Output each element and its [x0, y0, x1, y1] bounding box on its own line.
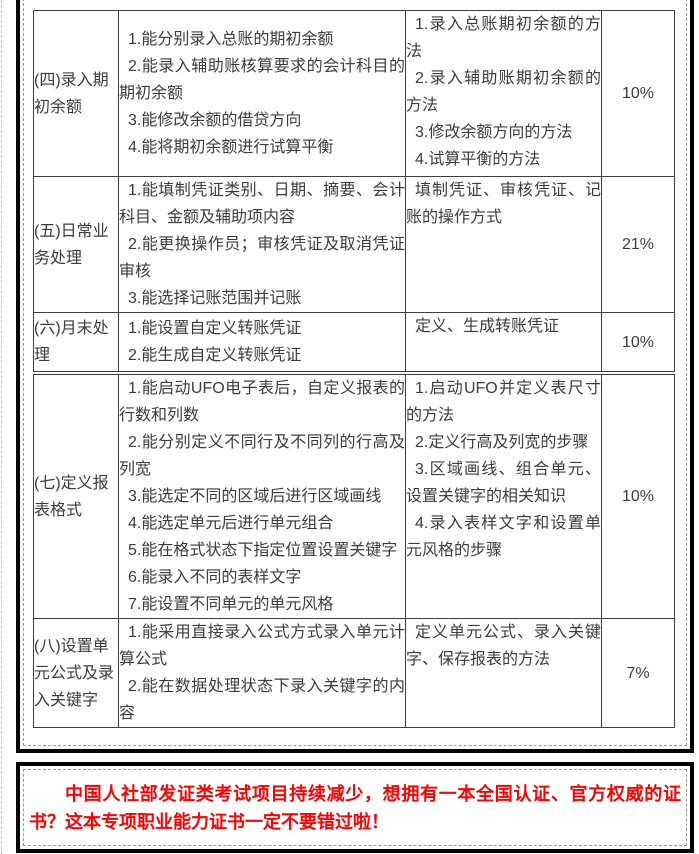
- page-edge-dashed-line: [1, 0, 2, 854]
- knowledge-cell: 定义、生成转账凭证: [405, 312, 602, 372]
- category-cell: (四)录入期初余额: [33, 10, 119, 177]
- knowledge-item: 定义单元公式、录入关键字、保存报表的方法: [406, 624, 601, 668]
- skill-item: 1.能填制凭证类别、日期、摘要、会计科目、金额及辅助项内容: [119, 182, 405, 226]
- skill-item: 7.能设置不同单元的单元风格: [128, 596, 334, 613]
- skill-item: 2.能录入辅助账核算要求的会计科目的期初余额: [119, 58, 405, 102]
- knowledge-cell: 定义单元公式、录入关键字、保存报表的方法: [405, 618, 602, 728]
- knowledge-item: 1.录入总账期初余额的方法: [406, 16, 601, 60]
- weight-cell: 10%: [601, 312, 675, 372]
- table-row: (五)日常业务处理 1.能填制凭证类别、日期、摘要、会计科目、金额及辅助项内容 2.…: [33, 176, 675, 313]
- skill-item: 1.能启动UFO电子表后，自定义报表的行数和列数: [119, 380, 405, 424]
- skill-item: 5.能在格式状态下指定位置设置关键字: [128, 542, 398, 559]
- syllabus-table-1-body: (四)录入期初余额 1.能分别录入总账的期初余额 2.能录入辅助账核算要求的会计科目…: [33, 10, 675, 372]
- table-row: (四)录入期初余额 1.能分别录入总账的期初余额 2.能录入辅助账核算要求的会计科目…: [33, 10, 675, 177]
- knowledge-item: 3.修改余额方向的方法: [415, 124, 573, 141]
- knowledge-item: 定义、生成转账凭证: [415, 318, 560, 335]
- category-label: (四)录入期初余额: [34, 71, 109, 116]
- category-label: (六)月末处理: [34, 320, 109, 364]
- knowledge-item: 1.启动UFO并定义表尺寸的方法: [406, 380, 601, 424]
- skills-cell: 1.能分别录入总账的期初余额 2.能录入辅助账核算要求的会计科目的期初余额 3.能修…: [118, 10, 406, 177]
- skills-cell: 1.能填制凭证类别、日期、摘要、会计科目、金额及辅助项内容 2.能更换操作员；审核…: [118, 176, 406, 313]
- skills-cell: 1.能启动UFO电子表后，自定义报表的行数和列数 2.能分别定义不同行及不同列的行…: [118, 374, 406, 619]
- knowledge-item: 填制凭证、审核凭证、记账的操作方式: [406, 182, 601, 226]
- skills-cell: 1.能设置自定义转账凭证 2.能生成自定义转账凭证: [118, 312, 406, 372]
- skills-cell: 1.能采用直接录入公式方式录入单元计算公式 2.能在数据处理状态下录入关键字的内容: [118, 618, 406, 728]
- skill-item: 4.能将期初余额进行试算平衡: [128, 139, 334, 156]
- category-cell: (五)日常业务处理: [33, 176, 119, 313]
- table-row: (七)定义报表格式 1.能启动UFO电子表后，自定义报表的行数和列数 2.能分别定义…: [33, 374, 675, 619]
- category-cell: (六)月末处理: [33, 312, 119, 372]
- knowledge-cell: 1.录入总账期初余额的方法 2.录入辅助账期初余额的方法 3.修改余额方向的方法 4.…: [405, 10, 602, 177]
- skill-item: 6.能录入不同的表样文字: [128, 569, 302, 586]
- tables-frame: (四)录入期初余额 1.能分别录入总账的期初余额 2.能录入辅助账核算要求的会计科目…: [16, 0, 694, 753]
- weight-cell: 21%: [601, 176, 675, 313]
- weight-cell: 10%: [601, 10, 675, 177]
- skill-item: 3.能选择记账范围并记账: [128, 290, 302, 307]
- skill-item: 4.能选定单元后进行单元组合: [128, 515, 334, 532]
- skill-item: 2.能更换操作员；审核凭证及取消凭证审核: [119, 236, 405, 280]
- category-label: (八)设置单元公式及录入关键字: [34, 637, 115, 709]
- table-row: (六)月末处理 1.能设置自定义转账凭证 2.能生成自定义转账凭证 定义、生成转账凭证…: [33, 312, 675, 372]
- skill-item: 2.能在数据处理状态下录入关键字的内容: [119, 678, 405, 722]
- knowledge-cell: 1.启动UFO并定义表尺寸的方法 2.定义行高及列宽的步骤 3.区域画线、组合单元、…: [405, 374, 602, 619]
- skill-item: 1.能分别录入总账的期初余额: [128, 31, 334, 48]
- skill-item: 3.能修改余额的借贷方向: [128, 112, 302, 129]
- skill-item: 1.能采用直接录入公式方式录入单元计算公式: [119, 624, 405, 668]
- skill-item: 2.能生成自定义转账凭证: [128, 347, 302, 364]
- syllabus-table-2: (七)定义报表格式 1.能启动UFO电子表后，自定义报表的行数和列数 2.能分别定义…: [33, 374, 675, 728]
- skill-item: 2.能分别定义不同行及不同列的行高及列宽: [119, 434, 405, 478]
- promo-frame: 中国人社部发证类考试项目持续减少，想拥有一本全国认证、官方权威的证书？这本专项职…: [16, 762, 694, 853]
- knowledge-item: 2.录入辅助账期初余额的方法: [406, 70, 601, 114]
- knowledge-cell: 填制凭证、审核凭证、记账的操作方式: [405, 176, 602, 313]
- category-label: (五)日常业务处理: [34, 222, 109, 267]
- knowledge-item: 2.定义行高及列宽的步骤: [415, 434, 589, 451]
- syllabus-table-2-body: (七)定义报表格式 1.能启动UFO电子表后，自定义报表的行数和列数 2.能分别定义…: [33, 374, 675, 728]
- category-cell: (七)定义报表格式: [33, 374, 119, 619]
- skill-item: 1.能设置自定义转账凭证: [128, 320, 302, 337]
- table-row: (八)设置单元公式及录入关键字 1.能采用直接录入公式方式录入单元计算公式 2.能在…: [33, 618, 675, 728]
- syllabus-table-1: (四)录入期初余额 1.能分别录入总账的期初余额 2.能录入辅助账核算要求的会计科目…: [33, 10, 675, 372]
- knowledge-item: 4.试算平衡的方法: [415, 151, 541, 168]
- skill-item: 3.能选定不同的区域后进行区域画线: [128, 488, 382, 505]
- promo-text: 中国人社部发证类考试项目持续减少，想拥有一本全国认证、官方权威的证书？这本专项职…: [29, 784, 681, 832]
- weight-cell: 10%: [601, 374, 675, 619]
- weight-cell: 7%: [601, 618, 675, 728]
- category-label: (七)定义报表格式: [34, 474, 109, 519]
- category-cell: (八)设置单元公式及录入关键字: [33, 618, 119, 728]
- knowledge-item: 4.录入表样文字和设置单元风格的步骤: [406, 515, 601, 559]
- knowledge-item: 3.区域画线、组合单元、设置关键字的相关知识: [406, 461, 601, 505]
